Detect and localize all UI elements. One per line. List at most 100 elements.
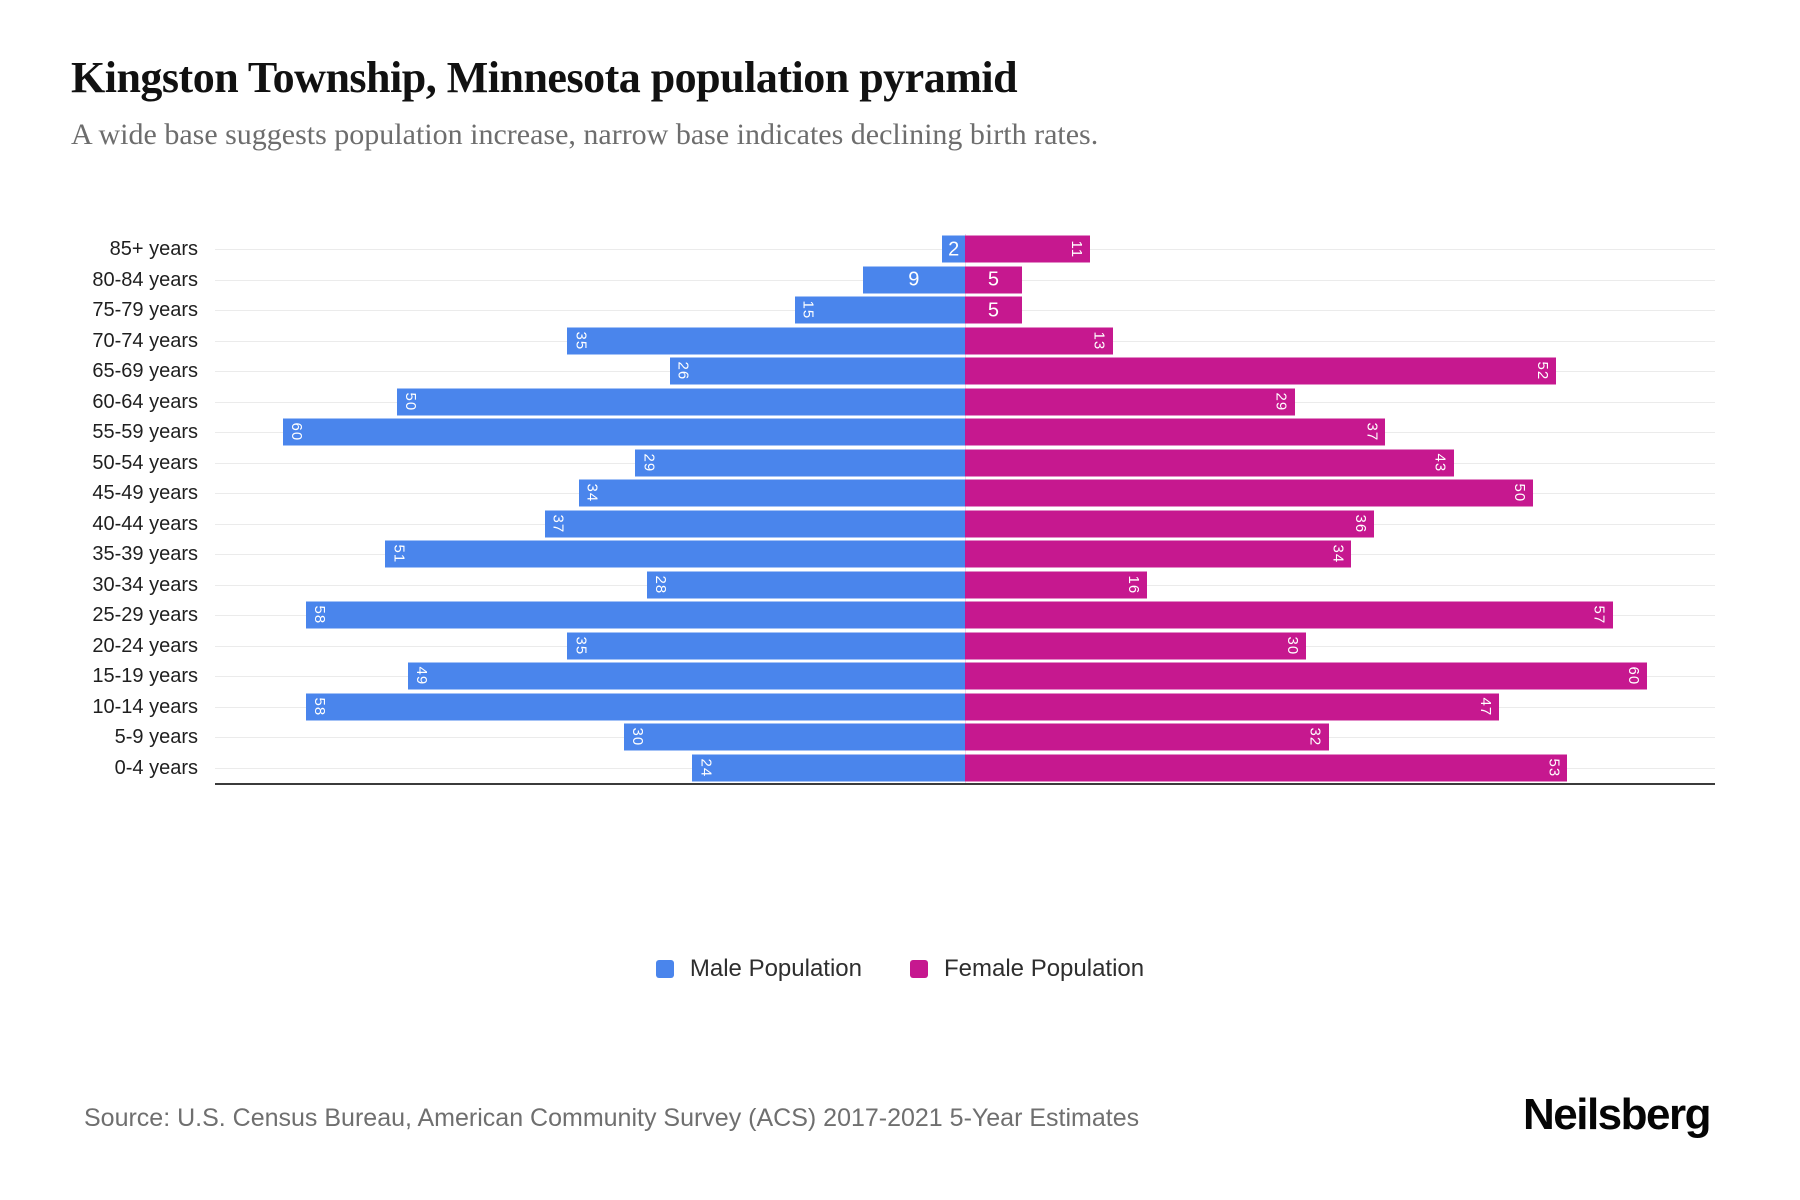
pyramid-plot: 85+ years 2 11 80-84 years 9 5 75-79 years 15 5 7… [0, 234, 1715, 783]
bar-value-label: 11 [1068, 240, 1085, 259]
bar-value-label: 34 [1329, 544, 1347, 564]
bar-value-label: 47 [1477, 697, 1495, 717]
bar-value-label: 28 [651, 575, 669, 595]
pyramid-row: 30-34 years 28 16 [0, 570, 1715, 601]
male-bar[interactable]: 9 [862, 266, 965, 294]
bar-value-label: 60 [1624, 666, 1642, 686]
male-bar[interactable]: 34 [578, 479, 965, 507]
page-title: Kingston Township, Minnesota population … [71, 53, 1018, 102]
bar-area: 15 5 [215, 295, 1715, 326]
pyramid-row: 25-29 years 58 57 [0, 600, 1715, 631]
age-group-label: 45-49 years [92, 482, 198, 505]
female-bar[interactable]: 13 [965, 327, 1113, 355]
age-group-label: 35-39 years [92, 543, 198, 566]
brand-logo: Neilsberg [1522, 1090, 1712, 1139]
male-bar[interactable]: 49 [408, 662, 965, 690]
bar-value-label: 36 [1352, 514, 1370, 534]
age-group-label: 10-14 years [92, 695, 198, 718]
pyramid-row: 65-69 years 26 52 [0, 356, 1715, 387]
bar-value-label: 24 [697, 758, 715, 778]
male-bar[interactable]: 60 [283, 418, 965, 446]
bar-value-label: 15 [799, 300, 817, 320]
age-group-label: 85+ years [109, 238, 198, 261]
bar-value-label: 58 [310, 605, 328, 625]
age-group-label: 20-24 years [92, 634, 198, 657]
bar-area: 2 11 [215, 234, 1715, 265]
age-group-label: 70-74 years [92, 329, 198, 352]
female-bar[interactable]: 47 [965, 693, 1500, 721]
legend-item-male[interactable]: Male Population [655, 955, 862, 983]
bar-value-label: 13 [1090, 331, 1108, 351]
male-bar[interactable]: 35 [567, 327, 965, 355]
male-bar[interactable]: 26 [669, 357, 965, 385]
pyramid-row: 85+ years 2 11 [0, 234, 1715, 265]
legend-item-female[interactable]: Female Population [910, 955, 1144, 983]
bar-value-label: 51 [390, 544, 408, 564]
bar-area: 51 34 [215, 539, 1715, 570]
bar-value-label: 60 [288, 422, 306, 442]
bar-value-label: 57 [1590, 605, 1608, 625]
female-bar[interactable]: 50 [965, 479, 1534, 507]
male-bar[interactable]: 58 [305, 693, 965, 721]
pyramid-row: 80-84 years 9 5 [0, 265, 1715, 296]
female-bar[interactable]: 53 [965, 754, 1568, 782]
female-bar[interactable]: 43 [965, 449, 1454, 477]
pyramid-row: 75-79 years 15 5 [0, 295, 1715, 326]
female-bar[interactable]: 60 [965, 662, 1647, 690]
bar-value-label: 52 [1533, 361, 1551, 381]
bar-area: 30 32 [215, 722, 1715, 753]
bar-value-label: 9 [908, 268, 920, 291]
female-bar[interactable]: 5 [965, 296, 1022, 324]
bar-value-label: 5 [987, 268, 999, 291]
male-bar[interactable]: 51 [385, 540, 965, 568]
age-group-label: 25-29 years [92, 604, 198, 627]
female-bar[interactable]: 37 [965, 418, 1386, 446]
age-group-label: 15-19 years [92, 665, 198, 688]
bar-value-label: 30 [629, 727, 647, 747]
legend-label: Female Population [944, 955, 1145, 982]
female-bar[interactable]: 16 [965, 571, 1147, 599]
bar-value-label: 34 [583, 483, 601, 503]
pyramid-row: 60-64 years 50 29 [0, 387, 1715, 418]
pyramid-row: 55-59 years 60 37 [0, 417, 1715, 448]
pyramid-row: 40-44 years 37 36 [0, 509, 1715, 540]
bar-value-label: 29 [1272, 392, 1290, 412]
male-bar[interactable]: 2 [942, 235, 965, 263]
pyramid-row: 15-19 years 49 60 [0, 661, 1715, 692]
male-bar[interactable]: 28 [646, 571, 965, 599]
age-group-label: 60-64 years [92, 390, 198, 413]
female-legend-swatch [910, 960, 928, 978]
male-bar[interactable]: 50 [396, 388, 965, 416]
bar-value-label: 50 [401, 392, 419, 412]
female-bar[interactable]: 30 [965, 632, 1306, 660]
female-bar[interactable]: 52 [965, 357, 1556, 385]
female-bar[interactable]: 36 [965, 510, 1375, 538]
bar-value-label: 53 [1545, 758, 1563, 778]
center-axis-line [965, 234, 966, 783]
female-bar[interactable]: 34 [965, 540, 1352, 568]
age-group-label: 30-34 years [92, 573, 198, 596]
female-bar[interactable]: 11 [965, 235, 1090, 263]
female-bar[interactable]: 5 [965, 266, 1022, 294]
male-bar[interactable]: 15 [794, 296, 965, 324]
male-bar[interactable]: 35 [567, 632, 965, 660]
bar-value-label: 30 [1283, 636, 1301, 656]
bar-area: 24 53 [215, 753, 1715, 784]
female-bar[interactable]: 29 [965, 388, 1295, 416]
female-bar[interactable]: 32 [965, 723, 1329, 751]
bar-area: 35 13 [215, 326, 1715, 357]
male-legend-swatch [655, 960, 674, 978]
male-bar[interactable]: 24 [692, 754, 965, 782]
pyramid-row: 70-74 years 35 13 [0, 326, 1715, 357]
male-bar[interactable]: 30 [624, 723, 965, 751]
male-bar[interactable]: 29 [635, 449, 965, 477]
male-bar[interactable]: 37 [544, 510, 965, 538]
age-group-label: 0-4 years [114, 756, 198, 779]
age-group-label: 55-59 years [92, 421, 198, 444]
age-group-label: 65-69 years [92, 360, 198, 383]
x-axis-line [215, 783, 1715, 785]
male-bar[interactable]: 58 [305, 601, 965, 629]
bar-value-label: 26 [674, 361, 692, 381]
female-bar[interactable]: 57 [965, 601, 1613, 629]
